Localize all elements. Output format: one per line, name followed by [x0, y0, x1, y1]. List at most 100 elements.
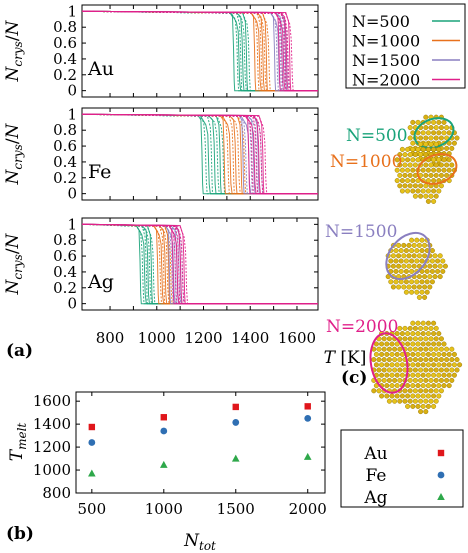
y-tick-label: 0.6 [53, 34, 77, 52]
atom [444, 172, 450, 178]
atom [441, 167, 447, 173]
atom [397, 357, 403, 363]
atom [411, 242, 417, 248]
curve-n500 [81, 223, 318, 305]
atom [399, 372, 405, 378]
curve-n2000 [81, 113, 318, 195]
atom [438, 346, 444, 352]
curve-n1500 [81, 223, 318, 305]
curve-n500 [81, 223, 318, 305]
curve-n1000 [81, 113, 318, 195]
atom [428, 377, 434, 383]
curve-n2000 [81, 113, 318, 195]
atom [436, 341, 442, 347]
curve-n500 [81, 223, 318, 305]
atom [409, 289, 415, 295]
atom [418, 388, 424, 394]
atom [412, 357, 418, 363]
atom [415, 341, 421, 347]
atom [438, 172, 444, 178]
atom [454, 135, 460, 141]
atom [416, 274, 422, 280]
atom [436, 362, 442, 368]
curve-n1500 [81, 113, 318, 195]
atom [418, 336, 424, 342]
cluster-label: N=1000 [330, 152, 402, 172]
point-au [304, 403, 311, 410]
atom [428, 388, 434, 394]
atom [418, 141, 424, 147]
atom [441, 119, 447, 125]
atom [444, 125, 450, 131]
x-tick-label: 1500 [217, 500, 255, 518]
atom [412, 325, 418, 331]
point-fe [88, 439, 96, 446]
curve-n2000 [81, 10, 318, 92]
atom [422, 294, 428, 300]
atom [407, 172, 413, 178]
atom [392, 357, 398, 363]
atom [418, 377, 424, 383]
point-fe [232, 419, 240, 426]
atom [425, 372, 431, 378]
curve-n2000 [81, 10, 318, 92]
atom [449, 357, 455, 363]
y-tick-label: 1200 [33, 438, 71, 456]
x-tick-label: 1600 [278, 329, 316, 347]
element-label: Ag [87, 271, 114, 293]
atom [420, 362, 426, 368]
curve-n500 [81, 113, 318, 195]
atom [431, 362, 437, 368]
curve-n1000 [81, 223, 318, 305]
atom [379, 351, 385, 357]
legend-box [345, 3, 466, 89]
atom [410, 320, 416, 326]
atom [384, 341, 390, 347]
atom [425, 167, 431, 173]
atom [410, 178, 416, 184]
atom [412, 152, 418, 158]
atom [428, 125, 434, 131]
atom [425, 383, 431, 389]
atom [386, 346, 392, 352]
atom [428, 172, 434, 178]
atom [420, 146, 426, 152]
atom [409, 279, 415, 285]
y-tick-label: 1 [67, 105, 77, 123]
point-au [88, 423, 96, 431]
atom [392, 377, 398, 383]
legend-b-marker [437, 471, 445, 479]
atom [436, 383, 442, 389]
atom [441, 372, 447, 378]
atom [412, 336, 418, 342]
y-tick-label: 0.4 [53, 263, 77, 281]
atom [405, 393, 411, 399]
atom [437, 253, 443, 259]
atom [394, 383, 400, 389]
atom [405, 188, 411, 194]
atom [423, 162, 429, 168]
point-ag [159, 460, 168, 468]
atom [457, 362, 463, 368]
curve-n500 [81, 113, 318, 195]
atom [402, 325, 408, 331]
atom [423, 367, 429, 373]
curve-n1500 [81, 113, 318, 195]
atom [431, 130, 437, 136]
atom [416, 242, 422, 248]
atom [425, 331, 431, 337]
atom [402, 152, 408, 158]
atom [414, 289, 420, 295]
y-tick-label: 0.4 [53, 50, 77, 68]
atom [407, 388, 413, 394]
atom [407, 152, 413, 158]
curve-n1000 [81, 113, 318, 195]
cluster-n1000: N=1000 [330, 141, 458, 204]
atom [406, 284, 412, 290]
atom [392, 367, 398, 373]
atom [418, 409, 424, 415]
atom [407, 398, 413, 404]
atom [410, 146, 416, 152]
atom [420, 331, 426, 337]
